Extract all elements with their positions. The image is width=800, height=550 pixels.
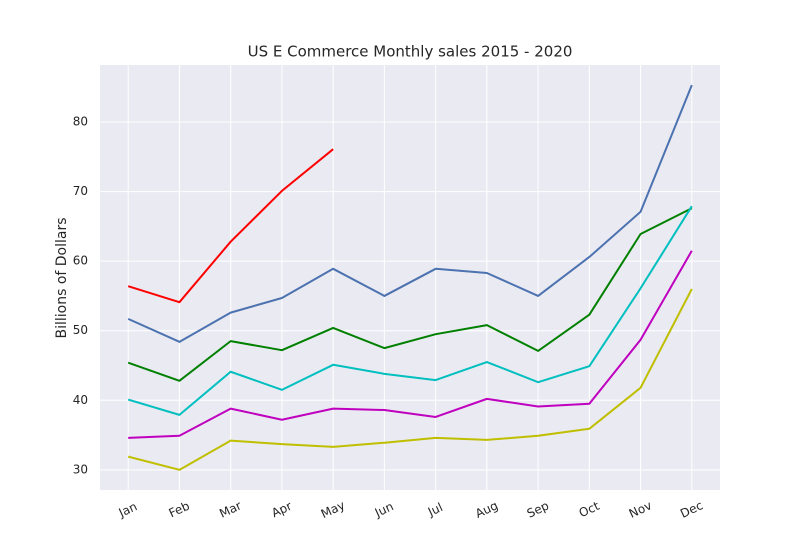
series-line	[127, 207, 693, 382]
x-tick-label: Mar	[217, 498, 243, 520]
x-tick-label: Dec	[678, 498, 705, 521]
y-tick-label: 60	[73, 254, 88, 268]
x-tick-label: Jan	[116, 499, 140, 520]
x-tick-label: Nov	[627, 498, 654, 521]
y-tick-label: 40	[73, 393, 88, 407]
y-tick-label: 80	[73, 115, 88, 129]
series-line	[127, 205, 693, 416]
y-tick-label: 50	[73, 323, 88, 337]
series-line	[127, 288, 693, 471]
x-tick-label: Sep	[525, 498, 551, 520]
x-tick-label: Jun	[372, 499, 396, 520]
x-tick-label: May	[319, 498, 347, 521]
x-tick-label: Apr	[269, 499, 294, 520]
series-line	[127, 148, 334, 304]
x-tick-label: Feb	[167, 499, 192, 521]
x-tick-label: Jul	[425, 500, 445, 519]
plot-area	[100, 65, 720, 490]
y-axis-label: Billions of Dollars	[54, 217, 70, 338]
series-line	[127, 84, 693, 343]
y-tick-label: 30	[73, 462, 88, 476]
y-tick-label: 70	[73, 184, 88, 198]
x-tick-label: Aug	[473, 498, 500, 521]
series-line	[128, 250, 693, 439]
chart-title: US E Commerce Monthly sales 2015 - 2020	[248, 43, 573, 61]
x-tick-label: Oct	[577, 499, 602, 521]
